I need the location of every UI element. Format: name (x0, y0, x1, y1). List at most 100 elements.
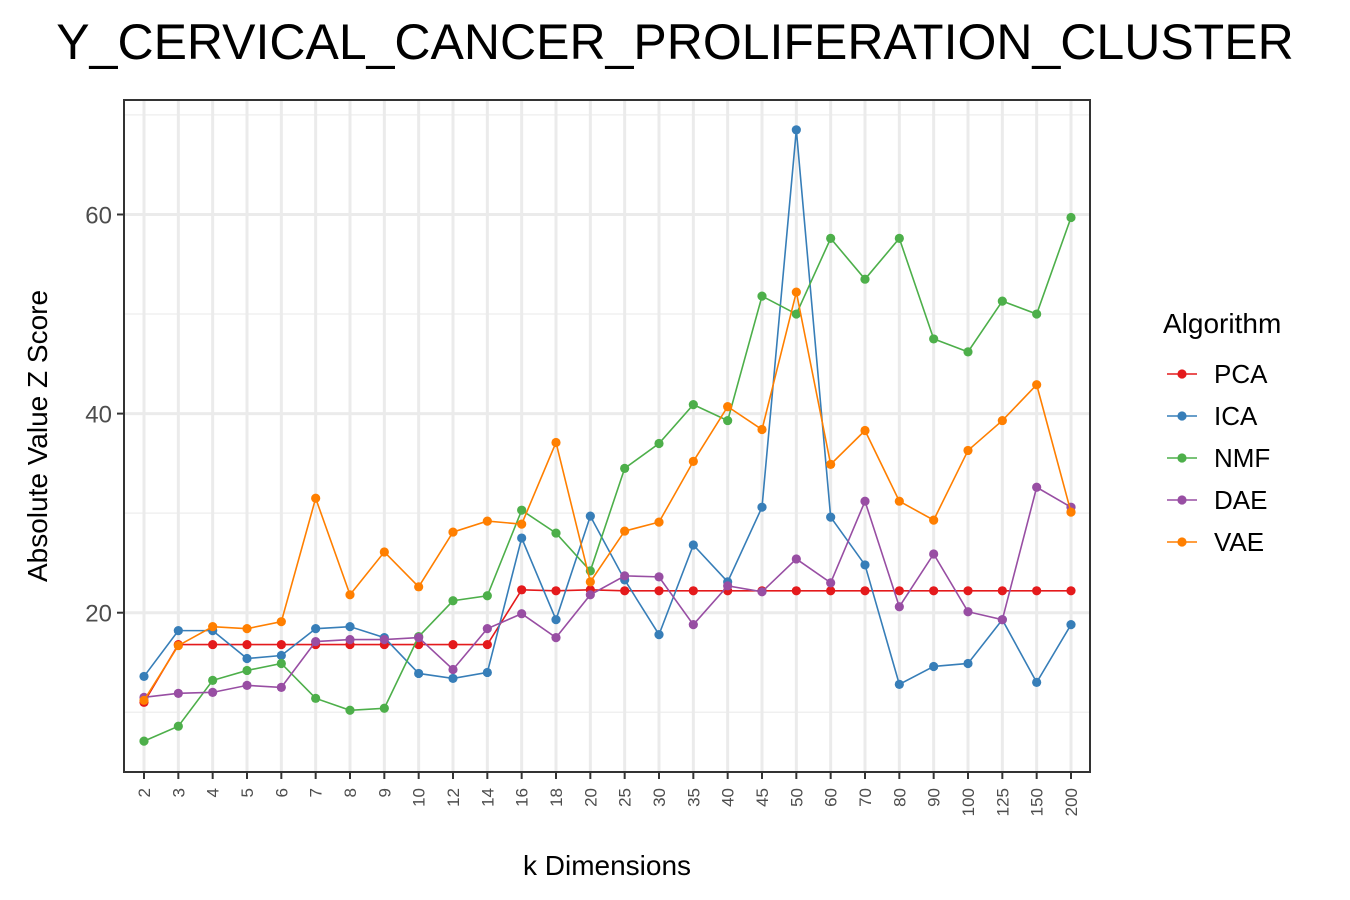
x-tick-label: 80 (890, 788, 909, 807)
series-pca (139, 585, 1076, 707)
data-point-dae (757, 587, 767, 597)
data-point-ica (242, 653, 252, 664)
data-point-pca (654, 586, 664, 596)
plot-panel-border (123, 99, 1091, 773)
data-point-ica (482, 667, 492, 678)
data-point-dae (688, 620, 698, 630)
y-tick-label: 40 (85, 402, 112, 429)
data-point-dae (654, 572, 664, 582)
data-point-dae (173, 688, 183, 698)
legend-item-dae: DAE (1167, 485, 1267, 515)
x-tick-label: 9 (375, 788, 394, 797)
data-point-ica (414, 668, 424, 679)
data-point-pca (894, 586, 904, 596)
data-point-dae (242, 680, 252, 690)
data-point-pca (208, 639, 218, 650)
data-point-vae (997, 415, 1007, 426)
data-point-nmf (208, 675, 218, 686)
data-point-nmf (894, 233, 904, 243)
data-point-vae (757, 424, 767, 435)
data-point-vae (551, 437, 561, 448)
x-tick-label: 12 (444, 788, 463, 807)
data-point-vae (620, 526, 630, 536)
data-point-pca (860, 586, 870, 596)
x-tick-label: 10 (410, 788, 429, 807)
data-point-vae (791, 287, 801, 297)
legend-item-pca: PCA (1167, 359, 1268, 389)
data-point-dae (894, 602, 904, 612)
data-point-nmf (757, 291, 767, 301)
data-point-ica (688, 540, 698, 550)
data-point-ica (757, 502, 767, 512)
data-point-pca (826, 586, 836, 596)
data-point-vae (517, 519, 527, 529)
legend-label: NMF (1214, 443, 1270, 473)
legend-key-point (1177, 495, 1187, 505)
series-line-vae (143, 291, 1072, 701)
data-point-pca (963, 586, 973, 596)
data-point-nmf (963, 347, 973, 357)
legend-item-nmf: NMF (1167, 443, 1270, 473)
x-tick-label: 30 (650, 788, 669, 807)
data-point-nmf (276, 658, 286, 669)
data-point-pca (482, 639, 492, 650)
data-point-ica (894, 679, 904, 689)
data-point-vae (345, 590, 355, 600)
data-point-pca (620, 586, 630, 596)
series-ica (139, 125, 1076, 689)
data-point-nmf (860, 274, 870, 284)
data-point-pca (1066, 586, 1076, 596)
legend: Algorithm PCA ICA NMF DAE VAE (1163, 308, 1281, 557)
data-point-dae (208, 687, 218, 697)
data-point-vae (173, 640, 183, 651)
legend-label: PCA (1214, 359, 1268, 389)
data-point-ica (585, 511, 595, 521)
data-point-vae (894, 496, 904, 506)
data-point-vae (654, 517, 664, 527)
data-point-nmf (517, 505, 527, 515)
data-point-pca (688, 586, 698, 596)
data-point-ica (1066, 620, 1076, 630)
data-point-vae (208, 622, 218, 632)
data-point-dae (1032, 482, 1042, 492)
legend-key-point (1177, 537, 1187, 547)
data-point-vae (1066, 507, 1076, 517)
data-point-dae (997, 615, 1007, 625)
data-point-ica (826, 512, 836, 522)
data-point-nmf (242, 665, 252, 676)
x-tick-label: 7 (307, 788, 326, 797)
data-point-pca (1032, 586, 1042, 596)
x-tick-label: 14 (478, 788, 497, 807)
series-vae (139, 287, 1076, 705)
data-point-dae (482, 624, 492, 634)
data-point-ica (139, 671, 149, 682)
data-point-nmf (448, 596, 458, 606)
data-point-ica (791, 125, 801, 135)
x-tick-label: 50 (787, 788, 806, 807)
data-point-dae (448, 664, 458, 675)
x-axis-title: k Dimensions (523, 850, 691, 881)
data-point-dae (860, 496, 870, 506)
x-tick-label: 20 (581, 788, 600, 807)
data-point-nmf (654, 438, 664, 449)
series-line-nmf (143, 217, 1072, 742)
data-point-nmf (620, 463, 630, 473)
data-point-nmf (379, 703, 389, 713)
data-point-nmf (929, 334, 939, 344)
data-point-pca (276, 639, 286, 650)
data-point-nmf (345, 705, 355, 715)
data-point-dae (517, 609, 527, 619)
data-point-pca (791, 586, 801, 596)
data-point-nmf (791, 309, 801, 319)
legend-title: Algorithm (1163, 308, 1281, 339)
data-point-ica (276, 650, 286, 661)
data-point-dae (826, 578, 836, 588)
data-point-nmf (311, 693, 321, 703)
x-tick-label: 18 (547, 788, 566, 807)
data-point-dae (345, 634, 355, 645)
series-layer (139, 125, 1076, 746)
x-tick-label: 2 (135, 788, 154, 797)
data-point-pca (242, 639, 252, 650)
